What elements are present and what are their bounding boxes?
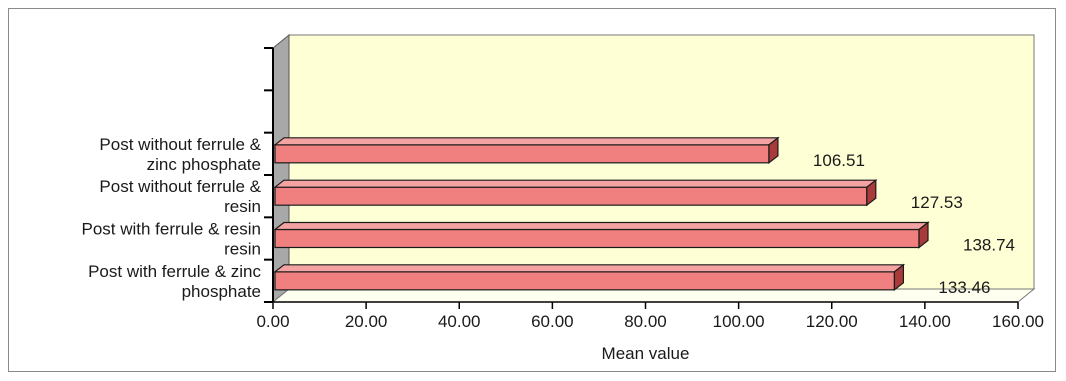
bar-top bbox=[273, 221, 930, 231]
bar-side bbox=[866, 178, 877, 207]
bar bbox=[273, 221, 930, 249]
plot-floor bbox=[271, 288, 1036, 303]
bar bbox=[273, 178, 878, 207]
bar-side bbox=[768, 136, 779, 165]
x-tick-label: 160.00 bbox=[992, 312, 1044, 331]
category-label: phosphate bbox=[182, 282, 261, 301]
bar-front bbox=[274, 186, 868, 206]
category-label: Post with ferrule & zinc bbox=[88, 262, 261, 281]
bar bbox=[273, 263, 906, 292]
x-tick-label: 60.00 bbox=[531, 312, 574, 331]
x-tick-label: 20.00 bbox=[345, 312, 388, 331]
category-label: zinc phosphate bbox=[147, 155, 261, 174]
data-label: 133.46 bbox=[938, 278, 990, 297]
category-label: resin bbox=[224, 240, 261, 259]
bar-side bbox=[893, 263, 905, 292]
category-label: Post without ferrule & bbox=[99, 135, 261, 154]
bar-side bbox=[918, 221, 929, 249]
x-tick-label: 100.00 bbox=[713, 312, 765, 331]
bar-front bbox=[274, 271, 896, 291]
bar-top bbox=[273, 264, 906, 273]
axis-ticks bbox=[264, 47, 1019, 309]
data-label: 106.51 bbox=[813, 151, 865, 170]
x-tick-label: 0.00 bbox=[256, 312, 289, 331]
category-label: Post without ferrule & bbox=[99, 177, 261, 196]
plot-left-wall bbox=[272, 33, 290, 304]
data-label: 138.74 bbox=[963, 236, 1015, 255]
bar-top bbox=[273, 179, 878, 188]
x-tick-label: 40.00 bbox=[438, 312, 481, 331]
plot-walls bbox=[271, 33, 1036, 304]
x-tick-label: 80.00 bbox=[624, 312, 667, 331]
labels-group: 0.00 20.00 40.00 60.00 80.00 100.00 120.00 140.… bbox=[81, 135, 1044, 331]
x-tick-label: 120.00 bbox=[806, 312, 858, 331]
x-axis-title: Mean value bbox=[602, 344, 690, 363]
bar-top bbox=[273, 137, 780, 146]
x-tick-label: 140.00 bbox=[899, 312, 951, 331]
data-label: 127.53 bbox=[911, 193, 963, 212]
bar bbox=[273, 136, 780, 165]
bar-front bbox=[274, 144, 770, 164]
bars-group bbox=[273, 136, 930, 292]
category-label: resin bbox=[224, 197, 261, 216]
bar-front bbox=[274, 228, 920, 249]
category-label: Post with ferrule & resin bbox=[81, 220, 261, 239]
